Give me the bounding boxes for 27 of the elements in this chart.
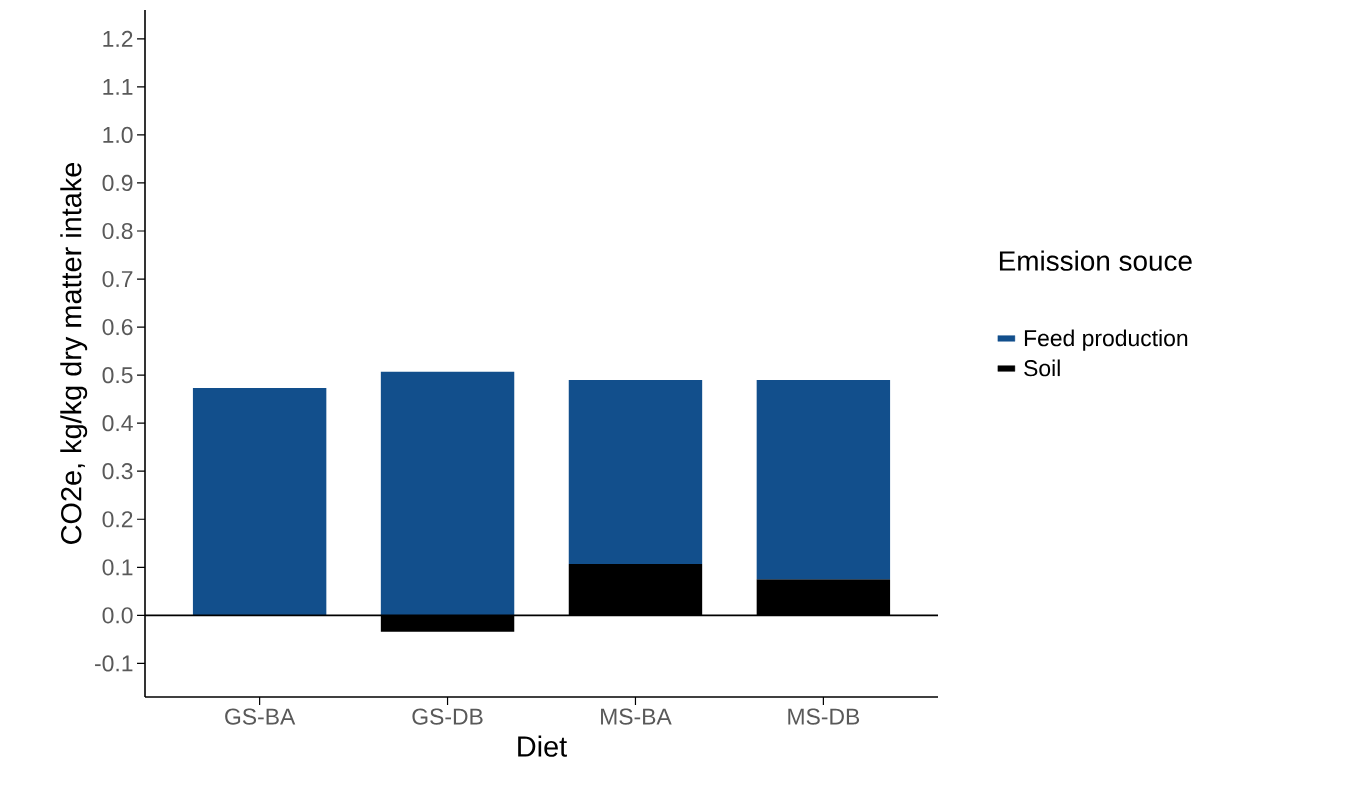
y-axis-title: CO2e, kg/kg dry matter intake xyxy=(60,162,88,544)
y-tick-label: 0.4 xyxy=(102,415,133,432)
x-axis-title: Diet xyxy=(518,735,567,757)
bar xyxy=(756,379,891,580)
y-tick-label: 0.7 xyxy=(102,270,133,288)
bar xyxy=(380,371,515,616)
x-tick-label: GS-BA xyxy=(225,708,296,725)
y-tick-label: 0.0 xyxy=(102,607,133,624)
x-tick-label: GS-DB xyxy=(412,708,483,725)
bar xyxy=(192,388,327,616)
y-tick-label: 1.2 xyxy=(103,30,133,47)
x-tick-label: MS-DB xyxy=(788,708,860,725)
y-tick-label: 0.2 xyxy=(102,511,133,528)
y-tick-label: 0.3 xyxy=(102,463,133,480)
y-tick-label: 0.8 xyxy=(102,222,133,240)
y-tick-label: -0.1 xyxy=(95,655,133,672)
y-tick-label: 0.9 xyxy=(102,174,133,192)
y-tick-label: 0.6 xyxy=(102,318,133,336)
y-tick-label: 0.5 xyxy=(102,367,133,384)
bar xyxy=(568,379,703,564)
y-tick-label: 1.0 xyxy=(103,126,133,144)
x-tick-label: MS-BA xyxy=(601,708,672,725)
y-tick-label: 0.1 xyxy=(102,559,133,576)
legend-label: Feed production xyxy=(1024,329,1188,351)
y-tick-label: 1.1 xyxy=(103,78,133,95)
legend-title: Emission souce xyxy=(999,250,1192,271)
legend-label: Soil xyxy=(1024,359,1060,377)
